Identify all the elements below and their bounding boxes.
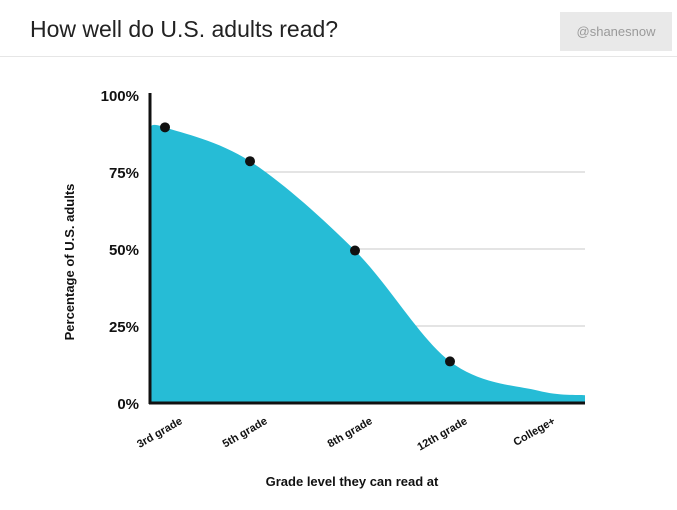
y-tick-label: 100% — [101, 88, 139, 105]
y-tick-label: 50% — [109, 242, 139, 259]
chart-title: How well do U.S. adults read? — [30, 16, 339, 42]
y-tick-label: 75% — [109, 165, 139, 182]
x-tick-label: 3rd grade — [135, 415, 184, 450]
chart-header: How well do U.S. adults read? @shanesnow — [0, 0, 677, 57]
y-axis-title: Percentage of U.S. adults — [62, 184, 77, 341]
y-tick-label: 25% — [109, 319, 139, 336]
data-point — [445, 356, 455, 367]
data-point — [160, 122, 170, 133]
x-tick-label: 12th grade — [415, 415, 469, 453]
x-tick-label: 5th grade — [221, 415, 270, 450]
x-axis-title: Grade level they can read at — [266, 474, 439, 489]
data-point — [245, 156, 255, 167]
x-tick-label: 8th grade — [326, 415, 375, 450]
data-point — [350, 245, 360, 256]
x-tick-label: College+ — [512, 415, 558, 448]
area-fill — [150, 124, 585, 404]
y-tick-label: 0% — [117, 396, 139, 413]
author-handle-badge: @shanesnow — [560, 12, 672, 51]
